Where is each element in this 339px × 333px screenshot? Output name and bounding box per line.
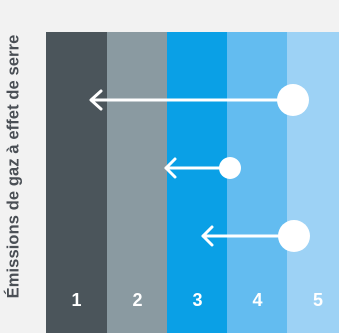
arrow-3 xyxy=(203,220,310,252)
arrow-2 xyxy=(166,157,241,179)
arrow-1 xyxy=(91,84,309,116)
arrow-2-dot xyxy=(219,157,241,179)
arrow-3-dot xyxy=(278,220,310,252)
arrow-1-dot xyxy=(277,84,309,116)
